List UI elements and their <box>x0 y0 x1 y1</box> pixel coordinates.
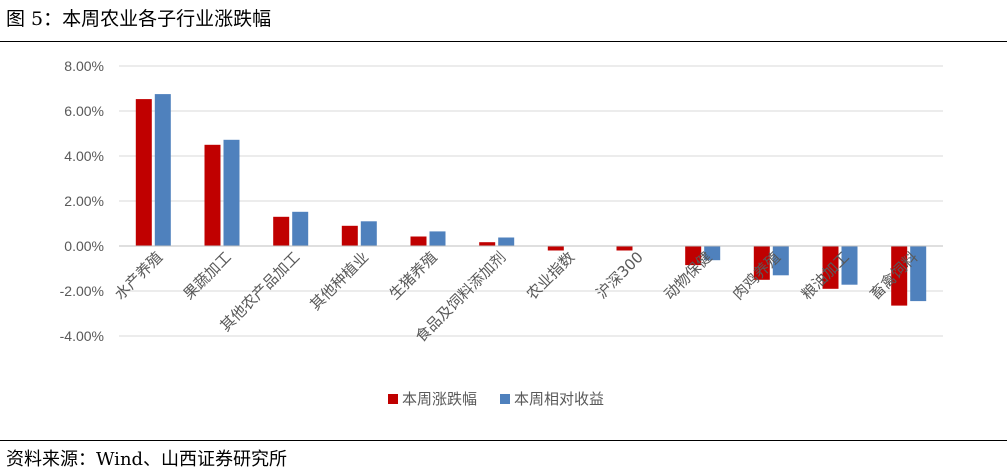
y-tick-label: -4.00% <box>60 328 104 344</box>
bar-series-1 <box>547 246 564 251</box>
x-category-label: 农业指数 <box>523 248 578 303</box>
legend-swatch-series-1 <box>388 394 398 404</box>
bar-series-1 <box>204 144 221 247</box>
legend-swatch-series-2 <box>500 394 510 404</box>
y-tick-label: 4.00% <box>64 148 104 164</box>
x-category-label: 生猪养殖 <box>386 248 441 303</box>
bars <box>135 94 927 306</box>
y-tick-label: 2.00% <box>64 193 104 209</box>
legend-label-series-2: 本周相对收益 <box>514 390 604 408</box>
x-category-label: 其他种植业 <box>306 248 372 314</box>
bar-series-1 <box>753 246 770 280</box>
bottom-rule <box>0 440 1007 441</box>
legend-label-series-1: 本周涨跌幅 <box>402 390 477 408</box>
x-category-label: 果蔬加工 <box>180 248 235 303</box>
x-category-label: 沪深300 <box>593 248 647 302</box>
y-tick-label: -2.00% <box>60 283 104 299</box>
bar-series-1 <box>822 246 839 289</box>
bar-series-2 <box>704 246 721 261</box>
bar-series-2 <box>154 94 171 246</box>
bar-series-1 <box>685 246 702 266</box>
bar-series-2 <box>223 139 240 246</box>
y-tick-label: 0.00% <box>64 238 104 254</box>
bar-series-1 <box>135 99 152 246</box>
x-category-label: 水产养殖 <box>111 248 166 303</box>
y-tick-label: 8.00% <box>64 58 104 74</box>
bar-series-1 <box>410 236 427 246</box>
bar-chart: 8.00% 6.00% 4.00% 2.00% 0.00% -2.00% -4.00% 水产… <box>60 58 943 408</box>
bar-series-2 <box>772 246 789 276</box>
top-rule <box>0 41 1007 42</box>
source-note: 资料来源：Wind、山西证券研究所 <box>6 449 288 470</box>
bar-series-2 <box>292 211 309 246</box>
figure-title: 图 5：本周农业各子行业涨跌幅 <box>6 8 272 30</box>
bar-series-1 <box>891 246 908 306</box>
gridlines <box>119 65 943 337</box>
bar-series-2 <box>498 237 515 246</box>
bar-series-1 <box>479 242 496 246</box>
bar-series-1 <box>273 216 290 247</box>
bar-series-2 <box>429 231 446 246</box>
bar-series-2 <box>360 221 377 247</box>
bar-series-1 <box>341 225 358 247</box>
y-tick-label: 6.00% <box>64 103 104 119</box>
bar-series-1 <box>616 246 633 251</box>
bar-series-2 <box>841 246 858 285</box>
legend: 本周涨跌幅 本周相对收益 <box>388 390 604 408</box>
y-axis-ticks: 8.00% 6.00% 4.00% 2.00% 0.00% -2.00% -4.00% <box>60 58 104 344</box>
bar-series-2 <box>910 246 927 302</box>
